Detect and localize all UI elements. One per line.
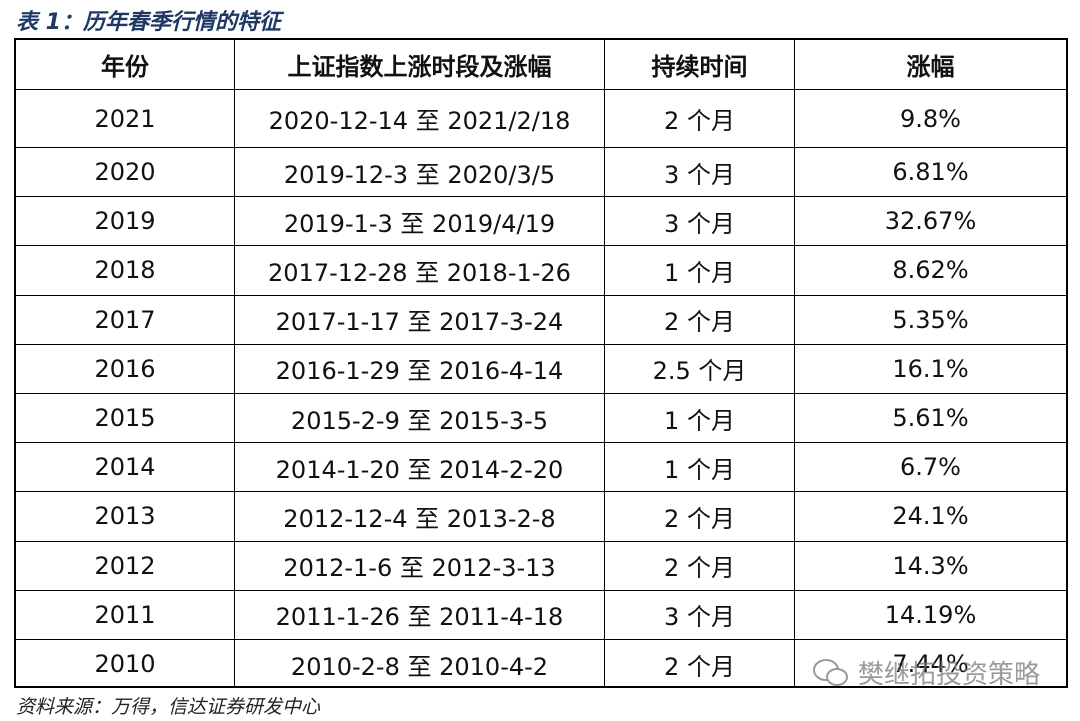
table-cell: 8.62%: [794, 246, 1066, 295]
table-row: 2016 2016-1-29 至 2016-4-14 2.5 个月 16.1%: [16, 343, 1066, 393]
table-cell: 9.8%: [794, 90, 1066, 147]
table-title: 表 1：历年春季行情的特征: [16, 10, 281, 35]
table-cell: 1 个月: [604, 246, 794, 295]
table-row: 2014 2014-1-20 至 2014-2-20 1 个月 6.7%: [16, 442, 1066, 492]
table-row: 2019 2019-1-3 至 2019/4/19 3 个月 32.67%: [16, 196, 1066, 246]
source-note: 资料来源：万得，信达证券研发中心: [16, 696, 321, 718]
table-row: 年份 上证指数上涨时段及涨幅 持续时间 涨幅: [16, 40, 1066, 89]
table-cell: 2016: [94, 354, 156, 383]
table-cell: 2011: [94, 600, 156, 629]
table-cell: 2017: [94, 305, 156, 334]
table: 年份 上证指数上涨时段及涨幅 持续时间 涨幅 2021 2020-12-14 至 2021…: [14, 38, 1068, 689]
wechat-icon: [813, 658, 848, 686]
table-cell: 1 个月: [604, 394, 794, 443]
table-cell: 2018: [94, 256, 156, 285]
table-cell: 2.5 个月: [604, 344, 794, 393]
table-cell: 2019: [94, 207, 156, 236]
watermark: 樊继拓投资策略: [812, 654, 1040, 691]
table-cell: 1 个月: [604, 443, 794, 492]
table-cell: 5.35%: [794, 295, 1066, 344]
table-cell: 14.19%: [794, 590, 1066, 639]
table-cell: 持续时间: [604, 40, 794, 89]
table-cell: 2021: [94, 104, 156, 133]
table-cell: 2 个月: [604, 492, 794, 541]
table-cell: 涨幅: [794, 40, 1066, 89]
table-cell: 2015-2-9 至 2015-3-5: [234, 394, 604, 443]
table-cell: 24.1%: [794, 492, 1066, 541]
table-cell: 2011-1-26 至 2011-4-18: [234, 590, 604, 639]
table-cell: 16.1%: [794, 344, 1066, 393]
table-row: 2018 2017-12-28 至 2018-1-26 1 个月 8.62%: [16, 245, 1066, 295]
table-cell: 上证指数上涨时段及涨幅: [234, 40, 604, 89]
watermark-text: 樊继拓投资策略: [858, 660, 1041, 690]
table-row: 2011 2011-1-26 至 2011-4-18 3 个月 14.19%: [16, 589, 1066, 639]
table-cell: 2016-1-29 至 2016-4-14: [234, 344, 604, 393]
table-cell: 3 个月: [604, 148, 794, 197]
table-cell: 2014: [94, 453, 156, 482]
table-cell: 2010: [94, 650, 156, 679]
table-cell: 3 个月: [604, 197, 794, 246]
table-cell: 2020: [94, 158, 156, 187]
table-row: 2012 2012-1-6 至 2012-3-13 2 个月 14.3%: [16, 540, 1066, 590]
table-row: 2020 2019-12-3 至 2020/3/5 3 个月 6.81%: [16, 147, 1066, 197]
table-cell: 3 个月: [604, 590, 794, 639]
table-cell: 5.61%: [794, 394, 1066, 443]
table-row: 2021 2020-12-14 至 2021/2/18 2 个月 9.8%: [16, 89, 1066, 147]
table-cell: 2012: [94, 551, 156, 580]
table-cell: 2014-1-20 至 2014-2-20: [234, 443, 604, 492]
table-cell: 7.44%: [794, 640, 1066, 689]
table-cell: 2 个月: [604, 541, 794, 590]
table-row: 2017 2017-1-17 至 2017-3-24 2 个月 5.35%: [16, 294, 1066, 344]
table-cell: 32.67%: [794, 197, 1066, 246]
table-cell: 2 个月: [604, 90, 794, 147]
table-cell: 2 个月: [604, 295, 794, 344]
table-cell: 2019-12-3 至 2020/3/5: [234, 148, 604, 197]
table-cell: 2010-2-8 至 2010-4-2: [234, 640, 604, 689]
table-cell: 2012-1-6 至 2012-3-13: [234, 541, 604, 590]
table-cell: 2 个月: [604, 640, 794, 689]
table-cell: 6.81%: [794, 148, 1066, 197]
table-row: 2015 2015-2-9 至 2015-3-5 1 个月 5.61%: [16, 393, 1066, 443]
table-cell: 2017-12-28 至 2018-1-26: [234, 246, 604, 295]
table-cell: 2015: [94, 404, 156, 433]
table-cell: 2013: [94, 502, 156, 531]
table-cell: 2020-12-14 至 2021/2/18: [234, 90, 604, 147]
table-row: 2013 2012-12-4 至 2013-2-8 2 个月 24.1%: [16, 491, 1066, 541]
table-cell: 2017-1-17 至 2017-3-24: [234, 295, 604, 344]
table-cell: 2019-1-3 至 2019/4/19: [234, 197, 604, 246]
table-cell: 年份: [101, 53, 149, 81]
table-cell: 14.3%: [794, 541, 1066, 590]
table-cell: 6.7%: [794, 443, 1066, 492]
table-row: 2010 2010-2-8 至 2010-4-2 2 个月 7.44%: [16, 639, 1066, 689]
table-cell: 2012-12-4 至 2013-2-8: [234, 492, 604, 541]
